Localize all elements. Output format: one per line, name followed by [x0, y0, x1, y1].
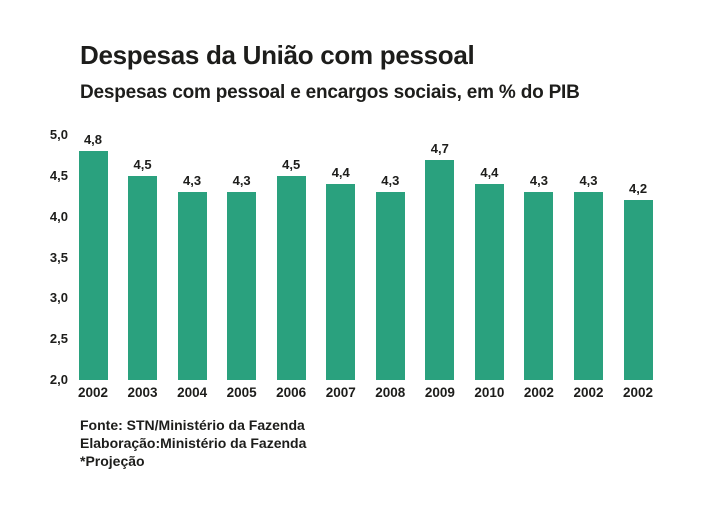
y-axis-tick-label: 4,5 [49, 167, 68, 183]
bar [574, 192, 603, 380]
bar-value-label: 4,3 [529, 173, 548, 189]
chart-footer: Fonte: STN/Ministério da Fazenda Elabora… [80, 416, 306, 470]
x-axis-category-label: 2007 [325, 385, 356, 400]
bar-value-label: 4,3 [183, 173, 202, 189]
bar-value-label: 4,5 [282, 156, 301, 172]
bar [78, 151, 108, 380]
bar-value-label: 4,2 [629, 181, 648, 197]
elaboration-note: Elaboração:Ministério da Fazenda [80, 435, 307, 451]
x-axis-category-label: 2002 [77, 385, 109, 400]
bar [227, 192, 257, 380]
bar-value-label: 4,3 [381, 173, 400, 189]
chart-title: Despesas da União com pessoal [80, 40, 475, 70]
bar-value-label: 4,4 [331, 165, 350, 180]
y-axis-tick-label: 3,0 [49, 290, 68, 306]
x-axis-category-label: 2002 [623, 385, 654, 400]
y-axis-tick-label: 4,0 [49, 208, 68, 224]
chart-subtitle: Despesas com pessoal e encargos sociais,… [80, 82, 580, 103]
bar [177, 192, 207, 380]
y-axis-tick-label: 5,0 [49, 127, 68, 142]
bar-value-label: 4,4 [480, 165, 499, 180]
bar-value-label: 4,7 [430, 140, 449, 156]
x-axis-category-label: 2009 [424, 385, 455, 400]
projection-note: *Projeção [80, 453, 145, 469]
x-axis-category-label: 2005 [226, 385, 257, 400]
y-axis-tick-label: 2,0 [49, 372, 68, 387]
bar [128, 175, 158, 380]
x-axis-category-label: 2010 [474, 385, 505, 400]
bar-value-label: 4,3 [232, 173, 251, 189]
x-axis-category-label: 2002 [573, 385, 604, 400]
bar-value-label: 4,8 [83, 132, 103, 148]
bar [276, 175, 306, 380]
bar [425, 159, 455, 380]
x-axis-category-label: 2004 [177, 385, 208, 400]
y-axis-tick-label: 2,5 [49, 331, 68, 347]
x-axis-category-label: 2002 [523, 385, 554, 400]
bar [524, 192, 554, 380]
bar [375, 192, 405, 380]
x-axis-category-label: 2003 [127, 385, 158, 400]
x-axis-category-label: 2006 [276, 385, 307, 400]
bar [623, 200, 653, 380]
source-note: Fonte: STN/Ministério da Fazenda [80, 417, 305, 433]
bar-value-label: 4,5 [133, 156, 152, 172]
bar-value-label: 4,3 [579, 173, 598, 189]
x-axis-category-label: 2008 [375, 385, 406, 400]
bar [474, 184, 504, 380]
bar [326, 184, 356, 380]
y-axis-tick-label: 3,5 [49, 249, 68, 265]
